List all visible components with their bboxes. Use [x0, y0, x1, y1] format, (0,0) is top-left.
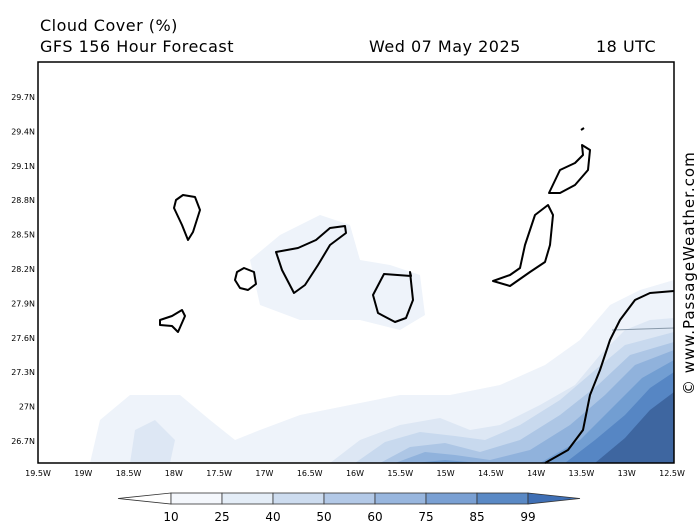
map-frame	[37, 61, 675, 464]
watermark: © www.PassageWeather.com	[680, 151, 698, 395]
lat-label: 28.2N	[11, 265, 35, 274]
time: 18 UTC	[596, 37, 656, 56]
lat-label: 27.9N	[11, 299, 35, 308]
lon-label: 17.5W	[206, 469, 232, 478]
colorbar: 10 25 40 50 60 75 85 99	[117, 492, 581, 524]
lon-label: 13.5W	[569, 469, 595, 478]
lon-label: 19W	[74, 469, 92, 478]
lon-label: 19.5W	[25, 469, 51, 478]
colorbar-label: 60	[367, 510, 382, 524]
cloud-field	[90, 215, 674, 463]
lat-labels: 29.7N 29.4N 29.1N 28.8N 28.5N 28.2N 27.9N 27.6N…	[11, 93, 35, 446]
colorbar-label: 99	[520, 510, 535, 524]
colorbar-label: 25	[214, 510, 229, 524]
date: Wed 07 May 2025	[369, 37, 521, 56]
colorbar-label: 85	[469, 510, 484, 524]
colorbar-labels: 10 25 40 50 60 75 85 99	[163, 510, 535, 524]
colorbar-label: 50	[316, 510, 331, 524]
lat-label: 27N	[19, 403, 35, 412]
lon-label: 16.5W	[297, 469, 323, 478]
lon-label: 15.5W	[387, 469, 413, 478]
lon-label: 15W	[437, 469, 455, 478]
lon-label: 16W	[346, 469, 364, 478]
lon-label: 12.5W	[659, 469, 685, 478]
lon-label: 18.5W	[116, 469, 142, 478]
lat-label: 28.8N	[11, 196, 35, 205]
lat-label: 29.1N	[11, 162, 35, 171]
map: 29.7N 29.4N 29.1N 28.8N 28.5N 28.2N 27.9N 27.6N…	[11, 61, 685, 478]
lat-label: 29.7N	[11, 93, 35, 102]
lon-label: 18W	[165, 469, 183, 478]
colorbar-label: 40	[265, 510, 280, 524]
lon-label: 17W	[255, 469, 273, 478]
lat-label: 26.7N	[11, 437, 35, 446]
colorbar-label: 10	[163, 510, 178, 524]
lat-label: 27.3N	[11, 368, 35, 377]
lat-label: 27.6N	[11, 334, 35, 343]
colorbar-label: 75	[418, 510, 433, 524]
coastlines	[159, 127, 675, 464]
lat-label: 28.5N	[11, 231, 35, 240]
title: Cloud Cover (%)	[40, 16, 178, 35]
lat-label: 29.4N	[11, 127, 35, 136]
lon-label: 13W	[618, 469, 636, 478]
lon-labels: 19.5W 19W 18.5W 18W 17.5W 17W 16.5W 16W 15.5W 15W…	[25, 469, 685, 478]
lon-label: 14.5W	[478, 469, 504, 478]
model: GFS 156 Hour Forecast	[40, 37, 234, 56]
lon-label: 14W	[527, 469, 545, 478]
